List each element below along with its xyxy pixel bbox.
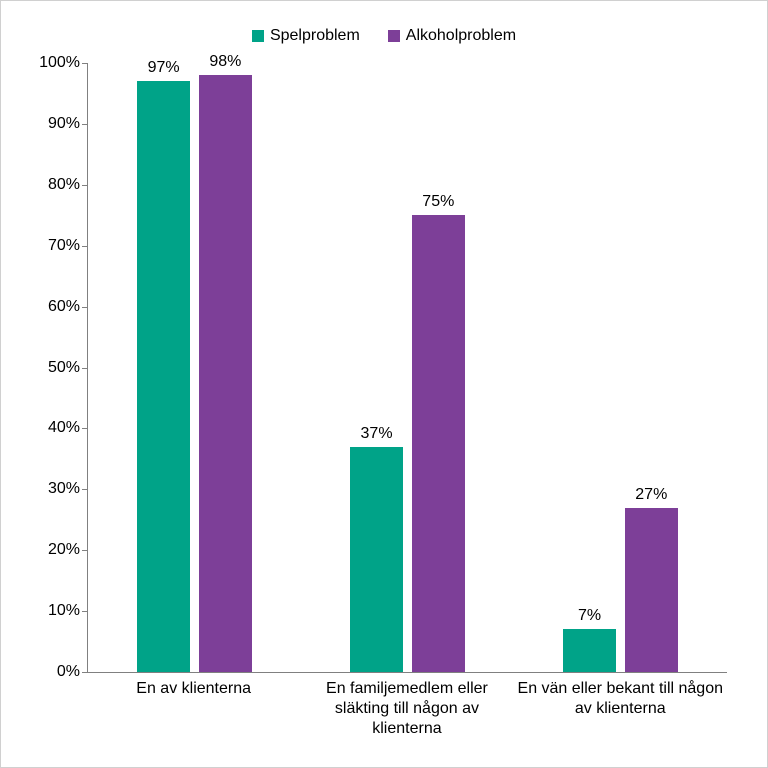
y-tick-label: 60% xyxy=(32,298,80,316)
legend-label-spelproblem: Spelproblem xyxy=(270,27,360,45)
y-tick-label: 50% xyxy=(32,359,80,377)
bar-group: 7%27% xyxy=(514,63,727,672)
x-category-label: En av klienterna xyxy=(87,679,300,699)
y-tickmark xyxy=(82,307,88,308)
y-tick-label: 10% xyxy=(32,602,80,620)
x-category-label: En vän eller bekant till någon av klient… xyxy=(514,679,727,719)
legend-item-alkoholproblem: Alkoholproblem xyxy=(388,27,516,45)
y-tick-label: 40% xyxy=(32,419,80,437)
y-tickmark xyxy=(82,185,88,186)
bar-group: 97%98% xyxy=(88,63,301,672)
legend-item-spelproblem: Spelproblem xyxy=(252,27,360,45)
x-category-label: En familjemedlem eller släkting till någ… xyxy=(300,679,513,739)
legend: Spelproblem Alkoholproblem xyxy=(31,27,737,45)
legend-label-alkoholproblem: Alkoholproblem xyxy=(406,27,516,45)
bar-spelproblem: 37% xyxy=(350,447,403,672)
chart-container: Spelproblem Alkoholproblem 97%98%37%75%7… xyxy=(0,0,768,768)
bar-value-label: 37% xyxy=(350,425,403,443)
bar-value-label: 75% xyxy=(412,193,465,211)
legend-swatch-alkoholproblem xyxy=(388,30,400,42)
y-tickmark xyxy=(82,489,88,490)
bar-alkoholproblem: 98% xyxy=(199,75,252,672)
bar-value-label: 27% xyxy=(625,486,678,504)
y-tickmark xyxy=(82,63,88,64)
y-tickmark xyxy=(82,672,88,673)
y-tickmark xyxy=(82,246,88,247)
bar-spelproblem: 97% xyxy=(137,81,190,672)
y-tickmark xyxy=(82,550,88,551)
bar-alkoholproblem: 75% xyxy=(412,215,465,672)
y-tick-label: 90% xyxy=(32,115,80,133)
legend-swatch-spelproblem xyxy=(252,30,264,42)
bar-value-label: 98% xyxy=(199,53,252,71)
y-tick-label: 0% xyxy=(32,663,80,681)
bar-alkoholproblem: 27% xyxy=(625,508,678,672)
y-tickmark xyxy=(82,368,88,369)
y-tickmark xyxy=(82,124,88,125)
bar-value-label: 97% xyxy=(137,59,190,77)
y-tick-label: 100% xyxy=(32,54,80,72)
y-tick-label: 80% xyxy=(32,176,80,194)
y-tick-label: 70% xyxy=(32,237,80,255)
plot-wrapper: 97%98%37%75%7%27% 0%10%20%30%40%50%60%70… xyxy=(87,63,727,673)
bar-spelproblem: 7% xyxy=(563,629,616,672)
bar-value-label: 7% xyxy=(563,607,616,625)
bars-layer: 97%98%37%75%7%27% xyxy=(88,63,727,672)
bar-group: 37%75% xyxy=(301,63,514,672)
y-tick-label: 20% xyxy=(32,541,80,559)
y-tickmark xyxy=(82,611,88,612)
plot-area: 97%98%37%75%7%27% 0%10%20%30%40%50%60%70… xyxy=(87,63,727,673)
y-tick-label: 30% xyxy=(32,480,80,498)
y-tickmark xyxy=(82,428,88,429)
